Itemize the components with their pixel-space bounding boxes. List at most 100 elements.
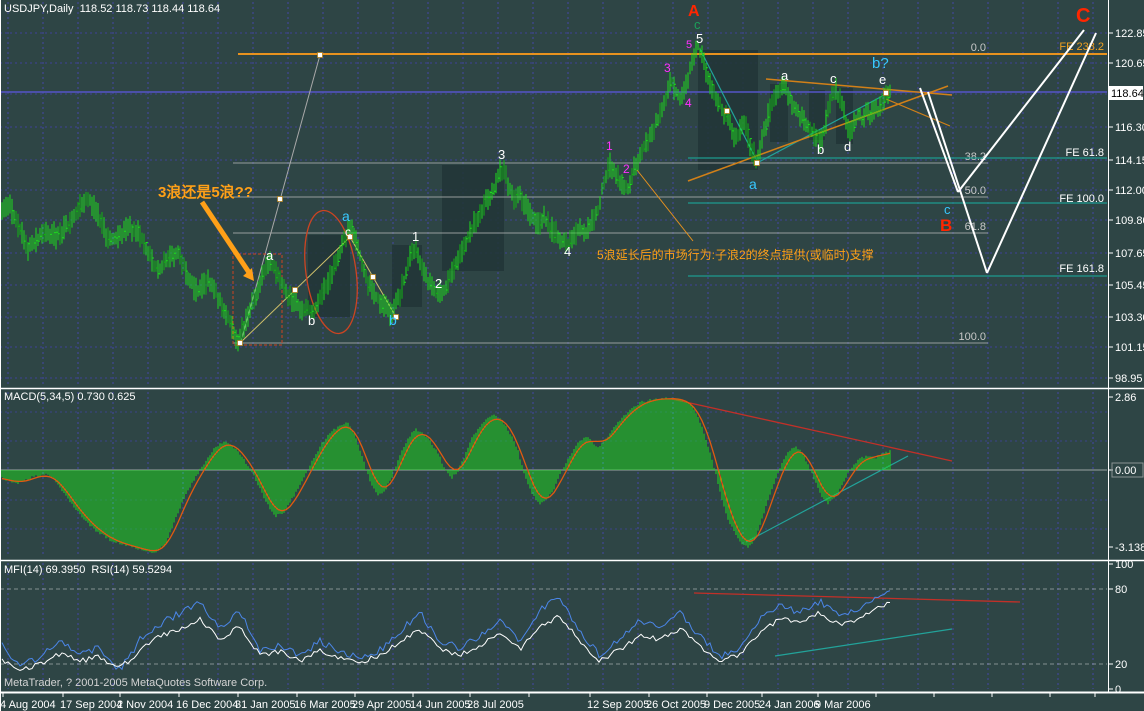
trendline-handle[interactable] [754,160,760,166]
date-tick-label: 24 Jan 2006 [759,699,820,711]
white-projection-1-up[interactable] [957,29,1085,193]
date-tick-label: 29 Apr 2005 [352,699,411,711]
wave-b-cyan-label: b [389,312,397,328]
drawn-lines [238,29,1107,657]
chart-title: USDJPY,Daily 118.52 118.73 118.44 118.64 [4,3,221,15]
date-tick-label: 9 Dec 2005 [704,699,760,711]
question-3-or-5-waves-note: 3浪还是5浪?? [158,183,253,201]
svg-text:107.65: 107.65 [1115,248,1144,260]
svg-text:122.85: 122.85 [1115,28,1144,40]
date-tick-label: 28 Jul 2005 [467,699,524,711]
trendline-handle[interactable] [393,314,399,320]
svg-text:101.15: 101.15 [1115,342,1144,354]
subwave-1-label: 1 [606,139,613,153]
wave-B-label: B [940,216,952,235]
date-tick-label: 2 Nov 2004 [117,699,173,711]
white-projection-1-down[interactable] [919,87,959,193]
svg-text:61.8: 61.8 [965,221,986,233]
date-tick-label: 17 Sep 2004 [60,699,122,711]
trendline-handle[interactable] [237,340,243,346]
triangle-a-label: a [781,68,789,83]
current-price-box [1109,86,1143,100]
date-tick-label: 4 Aug 2004 [0,699,56,711]
wave-a-cyan-label: a [342,208,350,224]
wave-3-label: 3 [498,147,505,162]
svg-text:FE 100.0: FE 100.0 [1059,193,1104,205]
mfi-red-trendline[interactable] [693,592,1021,603]
wave-c-green-label: c [694,17,701,32]
trendline-handle[interactable] [317,52,323,58]
svg-text:20: 20 [1115,659,1127,671]
mfi-indicator-label: MFI(14) 69.3950 RSI(14) 59.5294 [4,564,173,576]
macd-indicator-label: MACD(5,34,5) 0.730 0.625 [4,391,136,403]
svg-text:-3.138: -3.138 [1115,542,1144,554]
triangle-a-cyan-label: a [749,176,757,192]
triangle-d-label: d [844,139,851,154]
svg-text:100.0: 100.0 [958,331,986,343]
svg-text:120.65: 120.65 [1115,58,1144,70]
annotation-pointer-line[interactable] [636,169,694,242]
date-tick-label: 14 Jun 2005 [410,699,471,711]
wave-c-white-label: c [345,225,351,239]
orange-short-decline-line[interactable] [885,98,951,127]
date-tick-label: 9 Mar 2006 [815,699,871,711]
svg-text:50.0: 50.0 [965,185,986,197]
copyright-text: MetaTrader, ? 2001-2005 MetaQuotes Softw… [4,677,268,689]
date-tick-label: 26 Oct 2005 [646,699,706,711]
subwave-4-label: 4 [685,96,692,110]
grid [0,2,1107,689]
svg-text:112.00: 112.00 [1115,185,1144,197]
wave-2-label: 2 [435,276,442,291]
date-tick-label: 16 Mar 2005 [294,699,356,711]
red-ellipse[interactable] [298,207,365,337]
macd-teal-trendline[interactable] [745,455,909,543]
svg-text:FE 161.8: FE 161.8 [1059,263,1104,275]
subwave-2-label: 2 [623,162,630,176]
svg-text:FE 61.8: FE 61.8 [1065,147,1104,159]
trendline-handle[interactable] [347,234,353,240]
svg-text:116.30: 116.30 [1115,122,1144,134]
svg-text:80: 80 [1115,584,1127,596]
subwave-3-label: 3 [664,61,671,75]
svg-text:114.15: 114.15 [1115,155,1144,167]
triangle-e-label: e [879,72,886,87]
mfi-teal-trendline[interactable] [774,628,953,657]
date-tick-label: 12 Sep 2005 [587,699,649,711]
white-projection-2-up[interactable] [986,32,1097,274]
wave-a-white-label: a [266,248,274,263]
wave5-extension-note: 5浪延长后的市场行为:子浪2的终点提供(或临时)支撑 [597,247,874,262]
trendline-handle[interactable] [370,274,376,280]
trendline-handle[interactable] [277,196,283,202]
indicator-axes: 2.86 0.00 -3.138 100 80 20 0 [1108,392,1144,696]
b-question-label: b? [872,55,889,72]
trendline-handle[interactable] [292,287,298,293]
svg-text:98.95: 98.95 [1115,373,1143,385]
trendline-handle[interactable] [724,108,730,114]
white-projection-2-down[interactable] [927,91,988,274]
svg-text:105.45: 105.45 [1115,280,1144,292]
svg-text:103.30: 103.30 [1115,312,1144,324]
wave-1-label: 1 [412,229,419,244]
price-axis: 122.85 120.65 116.30 114.15 112.00 109.80 107.… [1108,28,1144,385]
wave-A-label: A [688,3,700,20]
price-bars [1,40,891,352]
subwave-5-label: 5 [686,39,692,51]
wave-C-label: C [1076,5,1090,27]
svg-text:109.80: 109.80 [1115,215,1144,227]
wave-b-white-label: b [308,313,315,328]
mfi-rsi-lines [1,590,891,671]
macd-red-trendline[interactable] [671,398,953,462]
trendline-handle[interactable] [883,90,889,96]
macd-histogram [1,397,891,553]
svg-text:2.86: 2.86 [1115,392,1136,404]
svg-text:100: 100 [1115,559,1133,571]
svg-text:0.0: 0.0 [971,42,986,54]
drawn-shapes [232,207,365,346]
triangle-b-label: b [817,142,824,157]
